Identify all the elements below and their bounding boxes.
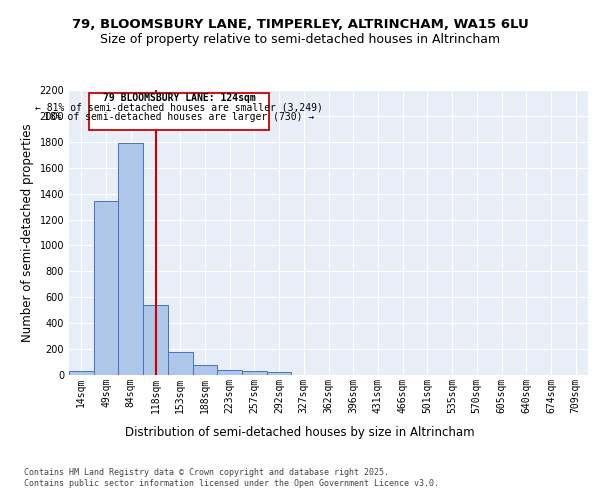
Y-axis label: Number of semi-detached properties: Number of semi-detached properties [21,123,34,342]
Bar [193,364,217,375]
Bar [118,143,143,375]
Bar [217,370,242,375]
Text: Distribution of semi-detached houses by size in Altrincham: Distribution of semi-detached houses by … [125,426,475,439]
Text: Contains HM Land Registry data © Crown copyright and database right 2025.: Contains HM Land Registry data © Crown c… [24,468,389,477]
Text: Size of property relative to semi-detached houses in Altrincham: Size of property relative to semi-detach… [100,32,500,46]
FancyBboxPatch shape [89,93,269,130]
Text: 79 BLOOMSBURY LANE: 124sqm: 79 BLOOMSBURY LANE: 124sqm [103,94,256,104]
Bar [94,202,118,375]
Text: 18% of semi-detached houses are larger (730) →: 18% of semi-detached houses are larger (… [44,112,314,122]
Text: 79, BLOOMSBURY LANE, TIMPERLEY, ALTRINCHAM, WA15 6LU: 79, BLOOMSBURY LANE, TIMPERLEY, ALTRINCH… [71,18,529,30]
Bar [242,372,267,375]
Bar [143,305,168,375]
Bar [69,371,94,375]
Bar [168,352,193,375]
Bar [267,372,292,375]
Text: Contains public sector information licensed under the Open Government Licence v3: Contains public sector information licen… [24,480,439,488]
Text: ← 81% of semi-detached houses are smaller (3,249): ← 81% of semi-detached houses are smalle… [35,102,323,113]
